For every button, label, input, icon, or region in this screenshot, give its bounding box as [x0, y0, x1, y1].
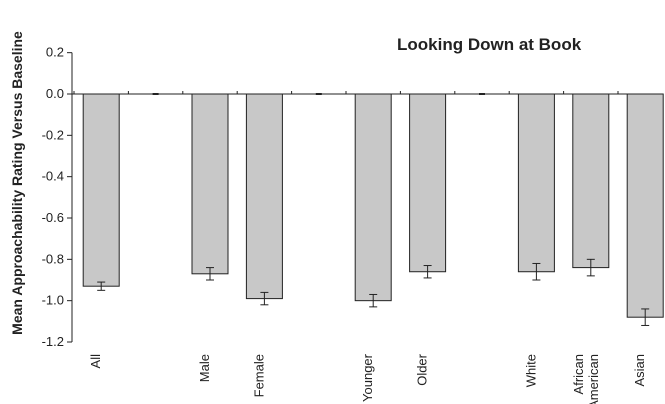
bar-older [409, 93, 447, 273]
y-axis-label: Mean Approachability Rating Versus Basel… [9, 31, 25, 335]
bar-african-american [572, 93, 610, 269]
chart-title: Looking Down at Book [397, 35, 582, 54]
bar-younger [354, 93, 392, 302]
y-tick-label: 0.2 [46, 45, 64, 60]
bar-all [82, 93, 120, 287]
bars [73, 91, 664, 326]
y-tick-label: -1.0 [42, 293, 64, 308]
y-tick-label: -0.6 [42, 210, 64, 225]
y-tick-label: -0.2 [42, 127, 64, 142]
y-tick-label: -0.8 [42, 251, 64, 266]
category-label: Older [415, 353, 430, 385]
category-label: Asian [632, 354, 647, 387]
category-label: White [523, 354, 538, 387]
category-label: Male [197, 354, 212, 382]
bar-female [245, 93, 283, 300]
bar-white [517, 93, 555, 273]
category-label: Younger [360, 353, 375, 402]
y-tick-label: -1.2 [42, 334, 64, 349]
y-tick-label: -0.4 [42, 169, 64, 184]
category-label: Female [251, 354, 266, 397]
bar-asian [626, 93, 664, 318]
category-labels: All Male Female Younger Older White African Ame… [88, 353, 647, 404]
category-label: All [88, 354, 103, 369]
y-axis: 0.2 0.0 -0.2 -0.4 -0.6 -0.8 -1.0 -1.2 [42, 45, 662, 349]
bar-male [191, 93, 229, 275]
category-label: American [586, 354, 601, 404]
category-label: African [571, 354, 586, 394]
y-tick-label: 0.0 [46, 86, 64, 101]
